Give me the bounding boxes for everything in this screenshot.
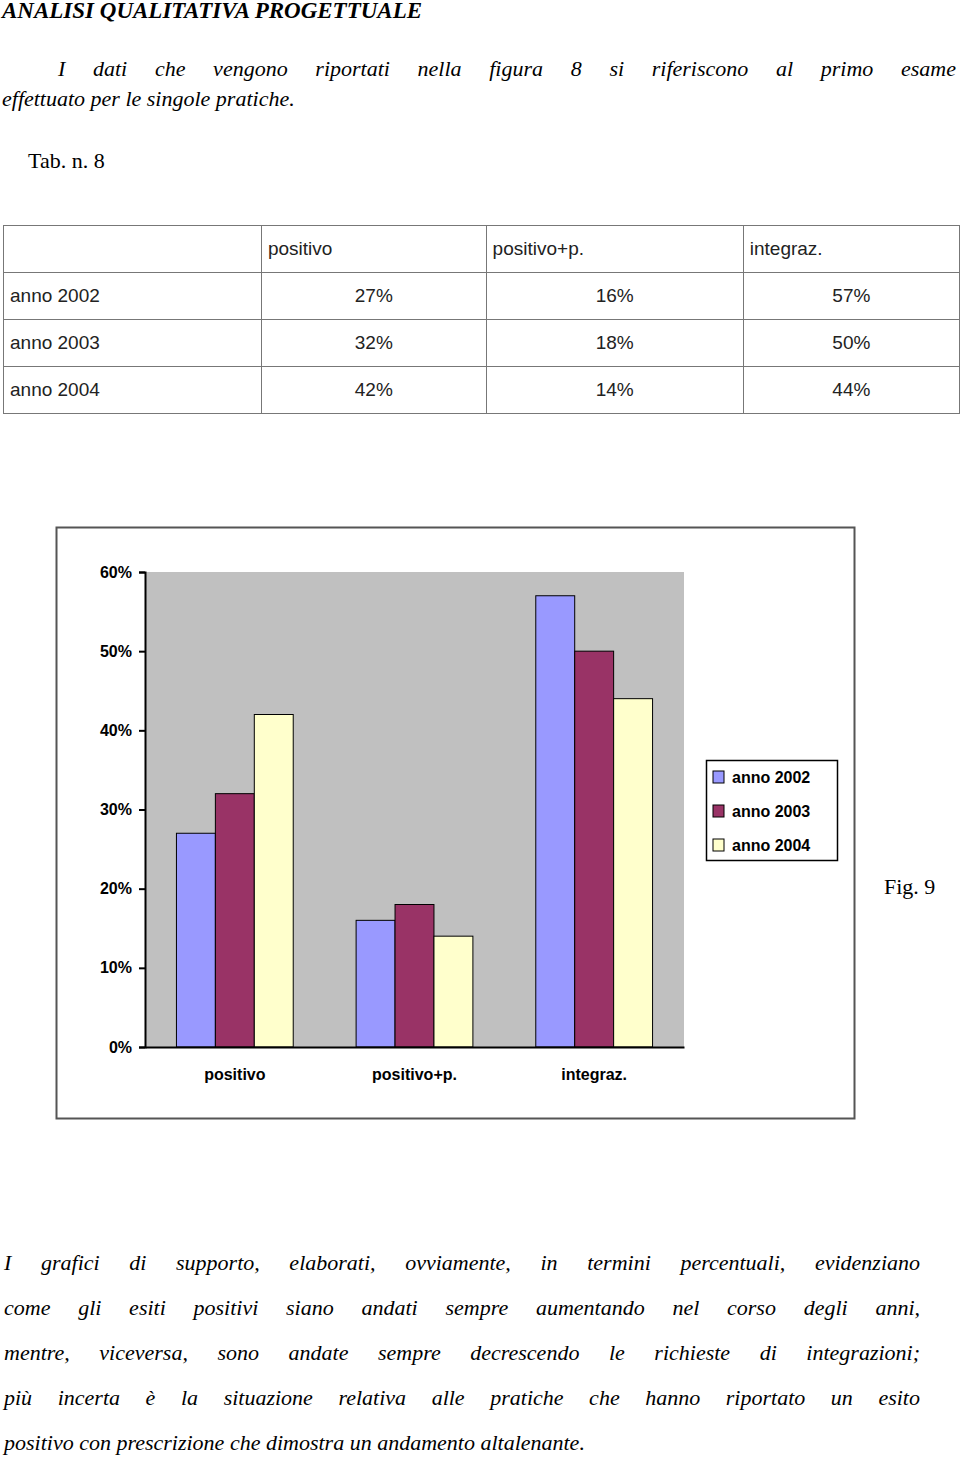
- y-tick: 0%: [109, 1039, 145, 1056]
- x-tick-label: positivo: [204, 1066, 266, 1083]
- body-line: più incerta è la situazione relativa all…: [4, 1385, 920, 1411]
- intro-line: I dati che vengono riportati nella figur…: [58, 56, 956, 82]
- bar: [215, 794, 254, 1047]
- bar-series: [254, 699, 652, 1047]
- legend-swatch: [713, 771, 724, 783]
- bar: [536, 596, 575, 1047]
- y-tick-mark: [139, 730, 145, 732]
- y-tick: 10%: [100, 959, 145, 976]
- chart: 0%10%20%30%40%50%60%positivopositivo+p.i…: [0, 0, 960, 1460]
- bar: [254, 715, 293, 1048]
- table-row: anno 200332%18%50%: [4, 320, 960, 367]
- bar-series: [215, 651, 613, 1047]
- table-header-cell: integraz.: [743, 226, 959, 273]
- x-tick-label: integraz.: [561, 1066, 627, 1083]
- bar: [614, 699, 653, 1047]
- y-tick: 40%: [100, 722, 145, 739]
- y-axis: 0% 10% 20% 30% 40% 50% 60%: [100, 564, 146, 1056]
- table-cell: 16%: [486, 273, 743, 320]
- chart-frame: [57, 528, 855, 1119]
- table-row: anno 200227%16%57%: [4, 273, 960, 320]
- legend-box: [707, 761, 838, 861]
- table-cell: 32%: [261, 320, 486, 367]
- y-tick-mark: [139, 967, 145, 969]
- y-tick-label: 0%: [109, 1039, 132, 1056]
- x-tick: integraz.: [561, 1047, 627, 1083]
- legend-swatch: [713, 805, 724, 817]
- plot-area: [145, 572, 684, 1047]
- y-tick: 50%: [100, 643, 145, 660]
- y-tick-label: 20%: [100, 880, 132, 897]
- y-tick-label: 60%: [100, 564, 132, 581]
- table-row-label: anno 2004: [4, 367, 262, 414]
- y-tick-mark: [139, 809, 145, 811]
- legend-label: anno 2002: [732, 769, 810, 786]
- y-tick-label: 50%: [100, 643, 132, 660]
- table-corner-cell: [4, 226, 262, 273]
- table-cell: 57%: [743, 273, 959, 320]
- table-cell: 27%: [261, 273, 486, 320]
- y-tick-label: 10%: [100, 959, 132, 976]
- table-row: anno 200442%14%44%: [4, 367, 960, 414]
- figure-caption: Fig. 9: [884, 874, 935, 900]
- y-tick: 60%: [100, 564, 145, 581]
- legend-swatch: [713, 839, 724, 851]
- table-header-cell: positivo+p.: [486, 226, 743, 273]
- page: ANALISI QUALITATIVA PROGETTUALE I dati ch…: [0, 0, 960, 1460]
- table-cell: 42%: [261, 367, 486, 414]
- heading: ANALISI QUALITATIVA PROGETTUALE: [2, 0, 422, 24]
- intro-line: effettuato per le singole pratiche.: [2, 86, 956, 112]
- legend: anno 2002 anno 2003 anno 2004: [707, 761, 838, 861]
- table-header-row: positivopositivo+p.integraz.: [4, 226, 960, 273]
- x-tick: positivo+p.: [372, 1047, 457, 1083]
- table-caption: Tab. n. 8: [28, 148, 105, 174]
- y-tick-mark: [139, 572, 145, 574]
- table: positivopositivo+p.integraz.anno 200227%…: [3, 225, 960, 414]
- x-axis-line: [146, 1047, 685, 1049]
- bar-series: [176, 596, 574, 1047]
- table-cell: 14%: [486, 367, 743, 414]
- legend-label: anno 2004: [732, 837, 810, 854]
- y-tick: 30%: [100, 801, 145, 818]
- y-tick-mark: [139, 1047, 145, 1049]
- y-tick: 20%: [100, 880, 145, 897]
- table-cell: 18%: [486, 320, 743, 367]
- y-tick-mark: [139, 888, 145, 890]
- legend-label: anno 2003: [732, 803, 810, 820]
- x-tick-label: positivo+p.: [372, 1066, 457, 1083]
- y-tick-mark: [139, 651, 145, 653]
- table-header-cell: positivo: [261, 226, 486, 273]
- y-axis-line: [139, 573, 146, 1048]
- table-cell: 50%: [743, 320, 959, 367]
- bars: [176, 596, 652, 1047]
- bar: [356, 920, 395, 1047]
- body-line: I grafici di supporto, elaborati, ovviam…: [4, 1250, 920, 1276]
- x-tick: positivo: [204, 1047, 266, 1083]
- bar: [176, 833, 215, 1047]
- table-row-label: anno 2002: [4, 273, 262, 320]
- x-axis: positivo positivo+p. integraz.: [146, 1047, 685, 1083]
- bar: [395, 905, 434, 1048]
- y-tick-label: 30%: [100, 801, 132, 818]
- bar: [575, 651, 614, 1047]
- table-row-label: anno 2003: [4, 320, 262, 367]
- body-line: come gli esiti positivi siano andati sem…: [4, 1295, 920, 1321]
- table-cell: 44%: [743, 367, 959, 414]
- y-tick-label: 40%: [100, 722, 132, 739]
- body-line: positivo con prescrizione che dimostra u…: [4, 1430, 920, 1456]
- bar: [434, 936, 473, 1047]
- body-line: mentre, viceversa, sono andate sempre de…: [4, 1340, 920, 1366]
